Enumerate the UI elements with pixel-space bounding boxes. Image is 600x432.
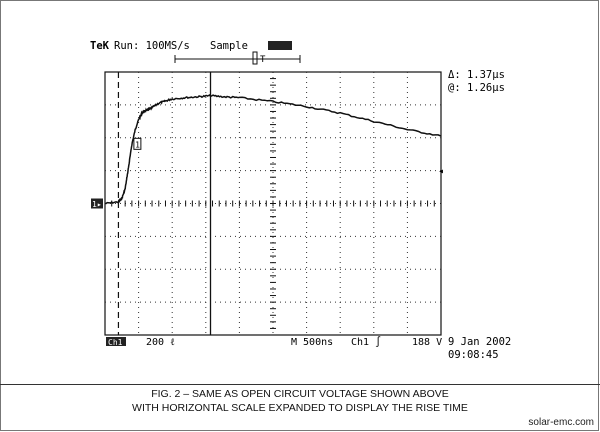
figure-caption: FIG. 2 – SAME AS OPEN CIRCUIT VOLTAGE SH… [0,384,600,416]
run-status: Run: 100MS/s [114,40,190,52]
source-credit: solar-emc.com [528,417,594,428]
caption-line-1: FIG. 2 – SAME AS OPEN CIRCUIT VOLTAGE SH… [151,388,449,400]
trigger-position-bar: T [174,41,301,65]
voltage-trace [105,94,442,205]
caption-line-2: WITH HORIZONTAL SCALE EXPANDED TO DISPLA… [132,402,468,414]
brand-label: TeK [90,40,110,52]
ch1-tag: Ch1 [108,338,123,347]
ground-marker-box [91,198,103,209]
plot-area: 1▸ 1 [91,71,442,336]
oscilloscope-screen: TeK Run: 100MS/s Sample T Δ: 1.37μs @: 1… [90,40,511,361]
trigger-marker: T [260,55,266,65]
scope-chart: TeK Run: 100MS/s Sample T Δ: 1.37μs @: 1… [90,40,511,361]
ch1-scale: 200 ℓ [146,337,175,348]
acquire-mode: Sample [210,40,248,52]
ground-marker: 1▸ [92,200,102,209]
cursor1-marker: 1 [135,140,140,149]
ch1-tag-box [106,337,126,346]
trigger-level: 188 V [412,337,442,348]
at-readout: @: 1.26μs [448,82,505,94]
trigger-level-arrow: ◂ [438,166,444,177]
delta-readout: Δ: 1.37μs [448,69,505,81]
trigger-source: Ch1 ∫ [351,336,381,348]
cursor1-marker-box [133,137,142,150]
timebase: M 500ns [291,337,333,348]
time-stamp: 09:08:45 [448,349,499,361]
date-stamp: 9 Jan 2002 [448,336,511,348]
